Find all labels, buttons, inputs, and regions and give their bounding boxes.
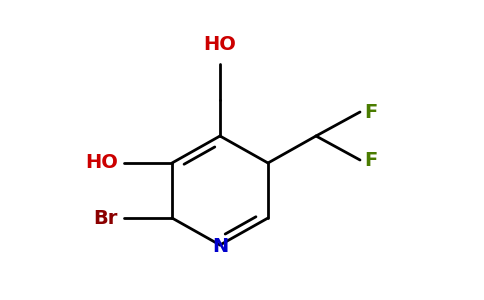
- Text: F: F: [364, 151, 377, 169]
- Text: F: F: [364, 103, 377, 122]
- Text: HO: HO: [85, 154, 118, 172]
- Text: HO: HO: [204, 35, 237, 54]
- Text: Br: Br: [93, 208, 118, 227]
- Text: N: N: [212, 236, 228, 256]
